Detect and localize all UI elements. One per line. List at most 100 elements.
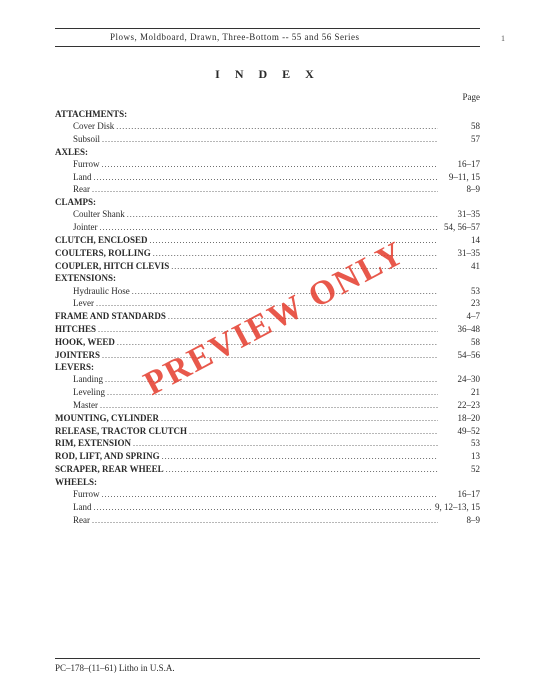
index-row: Rear8–9: [55, 183, 480, 196]
leader-dots: [132, 285, 438, 298]
index-entry-label: Furrow: [73, 158, 100, 170]
index-row: RIM, EXTENSION 53: [55, 437, 480, 450]
index-entry-label: Master: [73, 399, 98, 411]
index-entry-label: WHEELS:: [55, 476, 97, 488]
page: 1 Plows, Moldboard, Drawn, Three-Bottom …: [0, 0, 535, 691]
leader-dots: [100, 399, 438, 412]
index-entry-page: 53: [440, 285, 480, 297]
index-row: Landing24–30: [55, 373, 480, 386]
index-row: LEVERS:: [55, 361, 480, 373]
index-row: Land 9–11, 15: [55, 171, 480, 184]
leader-dots: [94, 171, 439, 184]
index-row: ROD, LIFT, AND SPRING13: [55, 450, 480, 463]
leader-dots: [102, 158, 439, 171]
index-entry-page: 54, 56–57: [440, 221, 480, 233]
page-corner-mark: 1: [501, 34, 505, 43]
index-row: Coulter Shank 31–35: [55, 208, 480, 221]
index-entry-page: 18–20: [440, 412, 480, 424]
page-column-label: Page: [55, 92, 480, 102]
index-entry-page: 57: [440, 133, 480, 145]
index-row: WHEELS:: [55, 476, 480, 488]
index-entry-page: 31–35: [440, 208, 480, 220]
index-entry-label: AXLES:: [55, 146, 88, 158]
leader-dots: [107, 386, 438, 399]
leader-dots: [150, 234, 438, 247]
index-entry-label: FRAME AND STANDARDS: [55, 310, 166, 322]
index-row: Leveling 21: [55, 386, 480, 399]
footer-text: PC–178–(11–61) Litho in U.S.A.: [55, 658, 480, 673]
leader-dots: [92, 514, 438, 527]
index-entry-label: Land: [73, 501, 92, 513]
leader-dots: [92, 183, 438, 196]
leader-dots: [102, 488, 439, 501]
index-row: Land 9, 12–13, 15: [55, 501, 480, 514]
index-entry-page: 8–9: [440, 183, 480, 195]
index-row: Master 22–23: [55, 399, 480, 412]
index-entry-label: ATTACHMENTS:: [55, 108, 127, 120]
index-row: COULTERS, ROLLING31–35: [55, 247, 480, 260]
leader-dots: [162, 450, 438, 463]
index-entry-page: 41: [440, 260, 480, 272]
leader-dots: [94, 501, 434, 514]
index-row: JOINTERS54–56: [55, 349, 480, 362]
index-entry-page: 4–7: [440, 310, 480, 322]
leader-dots: [161, 412, 438, 425]
index-entry-page: 53: [440, 437, 480, 449]
header-text: Plows, Moldboard, Drawn, Three-Bottom --…: [55, 32, 480, 47]
leader-dots: [153, 247, 438, 260]
index-entry-label: CLUTCH, ENCLOSED: [55, 234, 148, 246]
index-entry-page: 58: [440, 120, 480, 132]
index-entry-page: 31–35: [440, 247, 480, 259]
index-entry-page: 23: [440, 297, 480, 309]
leader-dots: [171, 260, 438, 273]
index-entry-page: 9, 12–13, 15: [435, 501, 480, 513]
index-entry-page: 8–9: [440, 514, 480, 526]
index-entry-label: ROD, LIFT, AND SPRING: [55, 450, 160, 462]
index-entry-label: HITCHES: [55, 323, 96, 335]
index-body: ATTACHMENTS:Cover Disk58Subsoil57AXLES:F…: [55, 108, 480, 526]
index-entry-label: RELEASE, TRACTOR CLUTCH: [55, 425, 187, 437]
index-entry-page: 24–30: [440, 373, 480, 385]
leader-dots: [117, 336, 438, 349]
index-entry-page: 21: [440, 386, 480, 398]
index-entry-label: EXTENSIONS:: [55, 272, 116, 284]
index-row: Cover Disk 58: [55, 120, 480, 133]
index-entry-label: Leveling: [73, 386, 105, 398]
index-row: Subsoil 57: [55, 133, 480, 146]
index-entry-label: Jointer: [73, 221, 98, 233]
index-entry-label: Subsoil: [73, 133, 100, 145]
index-entry-label: JOINTERS: [55, 349, 100, 361]
leader-dots: [133, 437, 438, 450]
index-row: Jointer 54, 56–57: [55, 221, 480, 234]
index-entry-label: Land: [73, 171, 92, 183]
index-entry-label: Coulter Shank: [73, 208, 125, 220]
index-entry-label: COUPLER, HITCH CLEVIS: [55, 260, 169, 272]
index-entry-page: 36–48: [440, 323, 480, 335]
index-row: Rear 8–9: [55, 514, 480, 527]
index-entry-label: CLAMPS:: [55, 196, 96, 208]
index-row: HITCHES 36–48: [55, 323, 480, 336]
index-entry-page: 49–52: [440, 425, 480, 437]
index-row: EXTENSIONS:: [55, 272, 480, 284]
leader-dots: [100, 221, 439, 234]
index-row: RELEASE, TRACTOR CLUTCH 49–52: [55, 425, 480, 438]
index-entry-label: RIM, EXTENSION: [55, 437, 131, 449]
index-entry-page: 52: [440, 463, 480, 475]
index-row: SCRAPER, REAR WHEEL52: [55, 463, 480, 476]
index-entry-label: Rear: [73, 514, 90, 526]
index-entry-label: Furrow: [73, 488, 100, 500]
leader-dots: [98, 323, 438, 336]
index-entry-label: Cover Disk: [73, 120, 114, 132]
index-entry-label: Lever: [73, 297, 94, 309]
index-entry-page: 16–17: [440, 488, 480, 500]
leader-dots: [166, 463, 438, 476]
index-entry-page: 22–23: [440, 399, 480, 411]
index-title: I N D E X: [55, 67, 480, 82]
index-row: MOUNTING, CYLINDER18–20: [55, 412, 480, 425]
index-entry-label: LEVERS:: [55, 361, 94, 373]
index-entry-page: 9–11, 15: [440, 171, 480, 183]
index-row: Lever 23: [55, 297, 480, 310]
index-entry-label: Hydraulic Hose: [73, 285, 130, 297]
index-row: COUPLER, HITCH CLEVIS 41: [55, 260, 480, 273]
index-entry-label: HOOK, WEED: [55, 336, 115, 348]
